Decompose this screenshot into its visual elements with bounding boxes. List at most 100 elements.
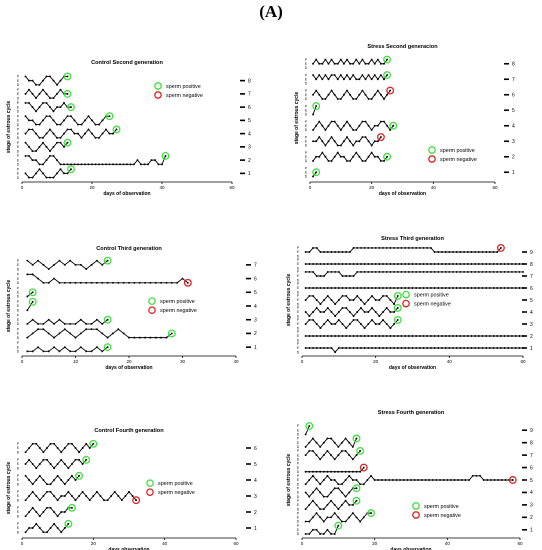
data-point: [367, 246, 370, 249]
data-point: [406, 479, 409, 481]
data-point: [49, 115, 51, 118]
sperm-positive-marker: [161, 151, 170, 160]
data-point: [514, 263, 517, 265]
data-point: [322, 441, 325, 444]
data-point: [326, 270, 329, 273]
data-point: [356, 287, 359, 289]
data-point: [42, 88, 44, 91]
stage-label: E: [297, 441, 299, 445]
data-point: [326, 528, 329, 531]
data-point: [28, 145, 30, 148]
data-point: [474, 263, 477, 265]
data-point: [352, 129, 355, 131]
data-point: [131, 495, 134, 497]
stage-label: D: [17, 466, 20, 470]
data-point: [485, 251, 488, 253]
data-point: [112, 132, 114, 135]
sperm-negative-marker: [132, 496, 141, 505]
data-point: [384, 479, 387, 481]
stage-label: D: [305, 66, 308, 70]
stage-label: D: [17, 176, 20, 180]
data-point: [38, 447, 41, 449]
data-point: [455, 347, 458, 349]
data-point: [415, 246, 418, 249]
data-point: [393, 287, 396, 289]
data-point: [31, 150, 34, 153]
stage-label: E: [305, 124, 307, 128]
data-point: [370, 98, 373, 100]
legend-positive-marker: [146, 479, 154, 488]
data-point: [371, 335, 373, 337]
data-point: [429, 246, 432, 249]
data-point: [42, 79, 44, 82]
data-point: [60, 451, 63, 454]
data-point: [45, 92, 48, 95]
data-point: [319, 287, 322, 289]
data-point: [70, 495, 73, 497]
data-point: [364, 160, 367, 162]
data-point: [433, 335, 436, 337]
data-point: [361, 74, 364, 77]
stage-label: P: [297, 342, 299, 346]
data-point: [85, 442, 88, 445]
data-point: [453, 479, 456, 481]
data-point: [349, 160, 352, 162]
data-point: [441, 263, 443, 265]
data-point: [53, 467, 56, 470]
data-point: [315, 89, 318, 92]
data-point: [330, 136, 333, 138]
data-point: [370, 144, 373, 147]
series-id-label: 6: [254, 276, 257, 282]
data-point: [94, 136, 97, 139]
data-point: [126, 163, 128, 166]
stage-label: P: [305, 166, 307, 170]
data-point: [352, 263, 355, 265]
series-id-label: 3: [530, 503, 533, 509]
data-point: [426, 270, 429, 273]
data-point: [91, 132, 93, 135]
data-point: [407, 347, 410, 349]
data-point: [431, 479, 434, 481]
data-point: [84, 163, 86, 166]
data-point: [337, 311, 340, 313]
data-point: [81, 490, 84, 493]
legend-negative-marker: [146, 488, 154, 497]
x-tick-label: 20: [369, 185, 375, 190]
data-point: [363, 303, 366, 306]
data-point: [341, 287, 344, 289]
data-point: [330, 120, 333, 123]
data-point: [106, 346, 109, 349]
data-point: [418, 347, 421, 349]
data-point: [24, 172, 27, 175]
data-point: [363, 287, 366, 289]
data-point: [376, 58, 379, 61]
data-point: [411, 263, 414, 265]
data-point: [477, 335, 480, 337]
data-point: [24, 154, 27, 157]
stage-label: D: [17, 482, 20, 486]
data-point: [53, 322, 56, 325]
data-point: [485, 335, 488, 337]
data-point: [333, 120, 336, 123]
data-point: [106, 281, 109, 284]
data-point: [411, 347, 414, 349]
stage-label: E: [305, 93, 307, 97]
data-point: [326, 294, 329, 297]
data-point: [339, 74, 342, 77]
data-point: [53, 346, 56, 349]
data-point: [479, 474, 481, 477]
stage-label: P: [297, 424, 299, 428]
data-point: [47, 318, 50, 321]
data-point: [352, 318, 355, 321]
data-point: [311, 516, 314, 519]
data-point: [477, 263, 480, 265]
data-point: [448, 335, 451, 337]
data-point: [56, 463, 59, 465]
data-point: [333, 458, 336, 461]
data-point: [330, 533, 333, 535]
